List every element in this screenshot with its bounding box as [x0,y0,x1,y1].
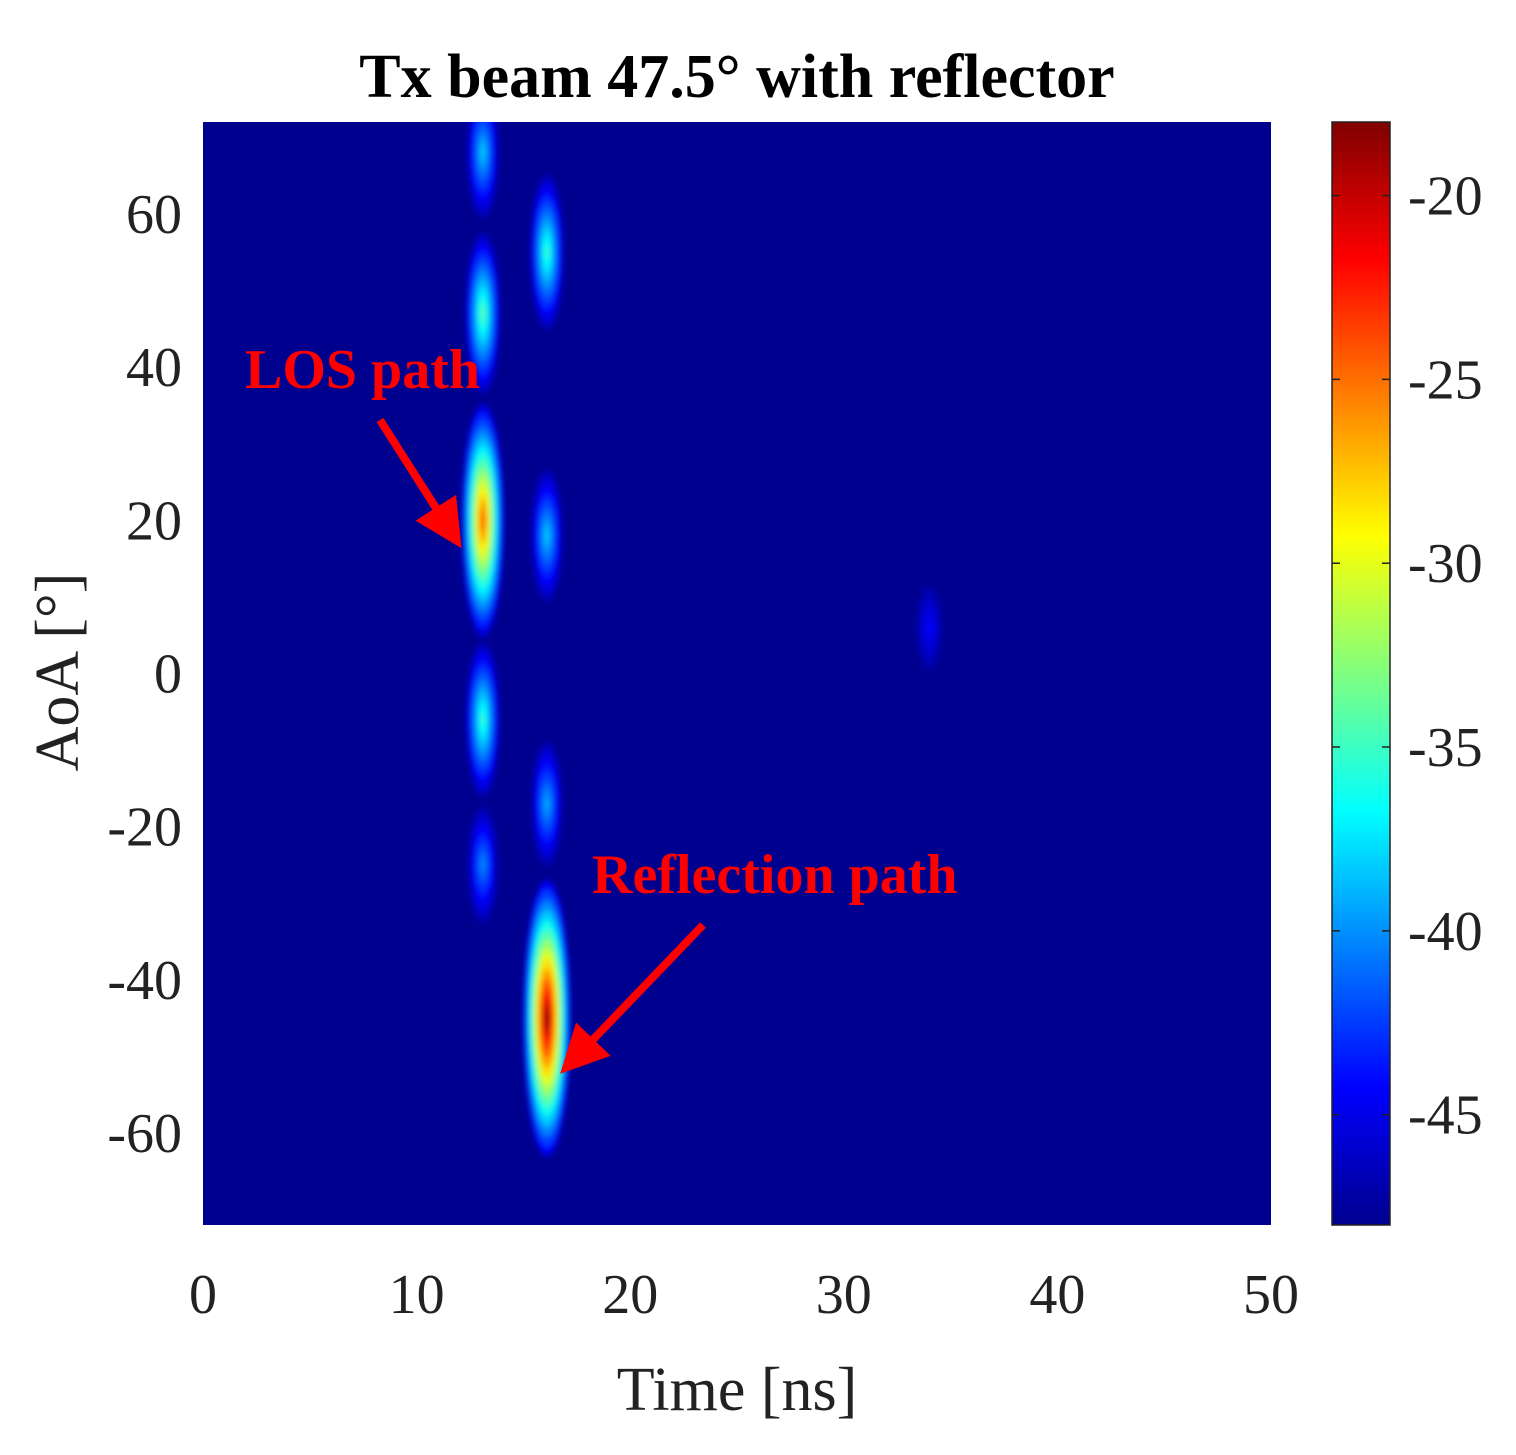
colorbar-tick-label: -30 [1408,533,1483,595]
heat-peak-contour [545,530,549,541]
heat-peak [530,175,564,330]
heat-peak [465,232,501,395]
colorbar [1331,121,1391,1226]
annotation-arrow [560,922,706,1074]
annotation-label: LOS path [245,339,480,401]
heat-peak [461,403,504,637]
heat-peak-contour [481,713,485,725]
heat-peak-contour [545,1008,549,1029]
plot-area [203,122,1271,1225]
y-tick-label: 0 [154,644,182,706]
chart-title: Tx beam 47.5° with reflector [359,43,1114,111]
x-axis-ticks: 0 10 20 30 40 50 [189,1264,1299,1326]
heat-peak [465,642,500,797]
annotation-label: Reflection path [592,844,958,906]
y-tick-label: -60 [107,1103,182,1165]
heat-peak-contour [545,799,549,809]
heatmap-layer [461,122,943,1157]
colorbar-ticks: -20 -25 -30 -35 -40 -45 [1332,166,1483,1147]
colorbar-tick-label: -40 [1408,901,1483,963]
colorbar-tick-label: -45 [1408,1085,1483,1147]
x-axis-label: Time [ns] [617,1356,858,1424]
annotation-arrow [376,417,462,549]
y-tick-label: -20 [107,797,182,859]
y-tick-label: -40 [107,950,182,1012]
x-tick-label: 20 [602,1264,658,1326]
y-axis-label: AoA [°] [24,573,92,772]
heat-peak-contour [481,860,485,870]
heat-peak-contour [481,147,485,158]
heat-peak-contour [545,246,549,258]
heat-peak [915,582,943,673]
y-tick-label: 60 [126,184,182,246]
heat-peak-contour [481,511,485,529]
x-tick-label: 40 [1029,1264,1085,1326]
y-axis-ticks: 60 40 20 0 -20 -40 -60 [107,184,182,1165]
heat-peak [531,469,563,603]
colorbar-tick-label: -20 [1408,166,1483,228]
heat-peak-contour [481,307,485,320]
x-tick-label: 0 [189,1264,217,1326]
colorbar-tick-label: -25 [1408,349,1483,411]
heat-peak-contour [927,624,931,631]
y-tick-label: 40 [126,337,182,399]
y-tick-label: 20 [126,490,182,552]
x-tick-label: 50 [1243,1264,1299,1326]
x-tick-label: 30 [816,1264,872,1326]
x-tick-label: 10 [389,1264,445,1326]
annotations: LOS path Reflection path [245,339,958,1074]
heat-peak [467,122,499,220]
colorbar-tick-label: -35 [1408,717,1483,779]
heat-peak [523,880,571,1157]
heat-peak [467,805,498,925]
heat-peak [531,740,563,867]
